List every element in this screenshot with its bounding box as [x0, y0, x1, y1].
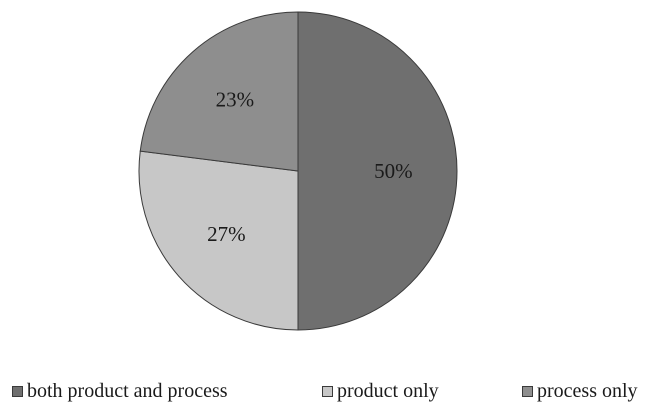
legend-label-both-product-and-process: both product and process [27, 380, 228, 402]
legend: both product and process product only pr… [0, 378, 665, 404]
slice-label-both-product-and-process: 50% [374, 159, 413, 183]
legend-item-both-product-and-process: both product and process [12, 378, 228, 404]
pie-slices [138, 11, 458, 331]
slice-label-process-only: 23% [216, 87, 255, 111]
legend-swatch-both-product-and-process [12, 385, 23, 397]
legend-item-process-only: process only [522, 378, 638, 404]
legend-swatch-product-only [322, 385, 333, 397]
legend-label-product-only: product only [337, 380, 439, 402]
pie-slice-both-product-and-process [297, 11, 458, 331]
legend-swatch-process-only [522, 385, 533, 397]
legend-item-product-only: product only [322, 378, 439, 404]
pie-slice-product-only [138, 150, 299, 331]
pie-slice-process-only [139, 11, 299, 172]
slice-labels: 50% 27% 23% [207, 87, 413, 246]
slice-label-product-only: 27% [207, 222, 246, 246]
legend-label-process-only: process only [537, 380, 638, 402]
